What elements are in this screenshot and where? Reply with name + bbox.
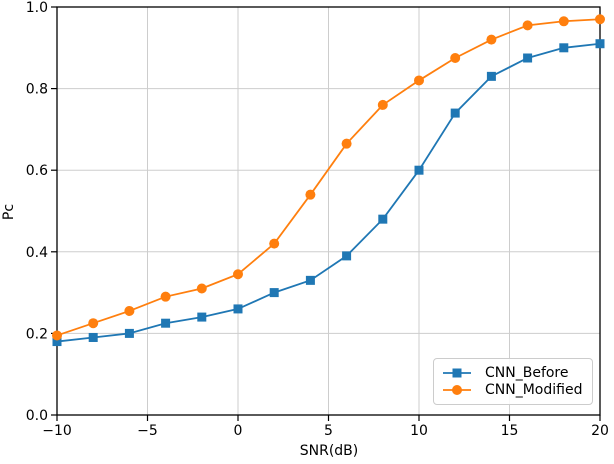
data-point-cnn-modified <box>233 269 243 280</box>
legend-label-cnn-before: CNN_Before <box>485 364 569 381</box>
data-point-cnn-before <box>124 328 134 338</box>
x-axis-title: SNR(dB) <box>299 443 359 459</box>
series-line-cnn-before <box>56 42 601 343</box>
data-point-cnn-modified <box>88 318 99 329</box>
y-tick-label: 0.2 <box>26 326 48 342</box>
data-point-cnn-modified <box>522 20 533 31</box>
x-tick-label: 0 <box>234 423 243 439</box>
data-point-cnn-modified <box>414 75 424 86</box>
data-point-cnn-before <box>88 332 98 342</box>
x-tick-label: −10 <box>42 423 72 439</box>
data-point-cnn-before <box>523 53 533 63</box>
data-point-cnn-modified <box>341 138 352 149</box>
legend-label-cnn-modified: CNN_Modified <box>485 382 583 399</box>
data-point-cnn-modified <box>160 291 171 302</box>
data-point-cnn-before <box>378 214 388 224</box>
data-point-cnn-before <box>269 288 279 298</box>
data-point-cnn-modified <box>558 16 569 27</box>
data-point-cnn-modified <box>52 330 62 341</box>
data-point-cnn-before <box>305 275 315 285</box>
data-point-cnn-before <box>233 304 243 314</box>
y-tick-label: 0.8 <box>26 82 48 98</box>
data-point-cnn-modified <box>269 238 280 249</box>
legend-circle-marker-icon <box>443 385 471 396</box>
data-point-cnn-before <box>52 337 62 347</box>
data-point-cnn-before <box>161 318 171 328</box>
data-point-cnn-modified <box>196 283 207 294</box>
y-tick-label: 1.0 <box>26 0 48 16</box>
legend-item-cnn-before: CNN_Before <box>442 366 584 380</box>
data-point-cnn-modified <box>595 14 605 25</box>
data-point-cnn-before <box>450 108 460 118</box>
x-tick-label: 15 <box>501 423 519 439</box>
data-point-cnn-before <box>595 39 605 49</box>
data-point-cnn-before <box>486 71 496 81</box>
data-point-cnn-modified <box>305 189 316 200</box>
data-point-cnn-modified <box>124 305 135 316</box>
y-tick-label: 0.6 <box>26 163 48 179</box>
x-tick-label: 20 <box>591 423 609 439</box>
legend-item-cnn-modified: CNN_Modified <box>442 383 584 397</box>
y-tick-label: 0.0 <box>26 408 48 424</box>
data-point-cnn-modified <box>450 53 461 63</box>
data-point-cnn-before <box>559 43 569 53</box>
x-tick-label: 10 <box>410 423 428 439</box>
series-line-cnn-modified <box>56 18 601 337</box>
legend: CNN_Before CNN_Modified <box>433 358 593 405</box>
legend-square-marker-icon <box>443 368 471 378</box>
y-axis-title: Pc <box>1 203 17 221</box>
y-tick-label: 0.4 <box>26 245 48 261</box>
x-tick-label: −5 <box>137 423 158 439</box>
data-point-cnn-before <box>197 312 207 322</box>
data-point-cnn-before <box>414 165 424 175</box>
data-point-cnn-modified <box>486 34 497 45</box>
data-point-cnn-modified <box>377 99 388 110</box>
x-tick-label: 5 <box>324 423 333 439</box>
plot-border <box>56 6 601 416</box>
data-point-cnn-before <box>342 251 352 261</box>
